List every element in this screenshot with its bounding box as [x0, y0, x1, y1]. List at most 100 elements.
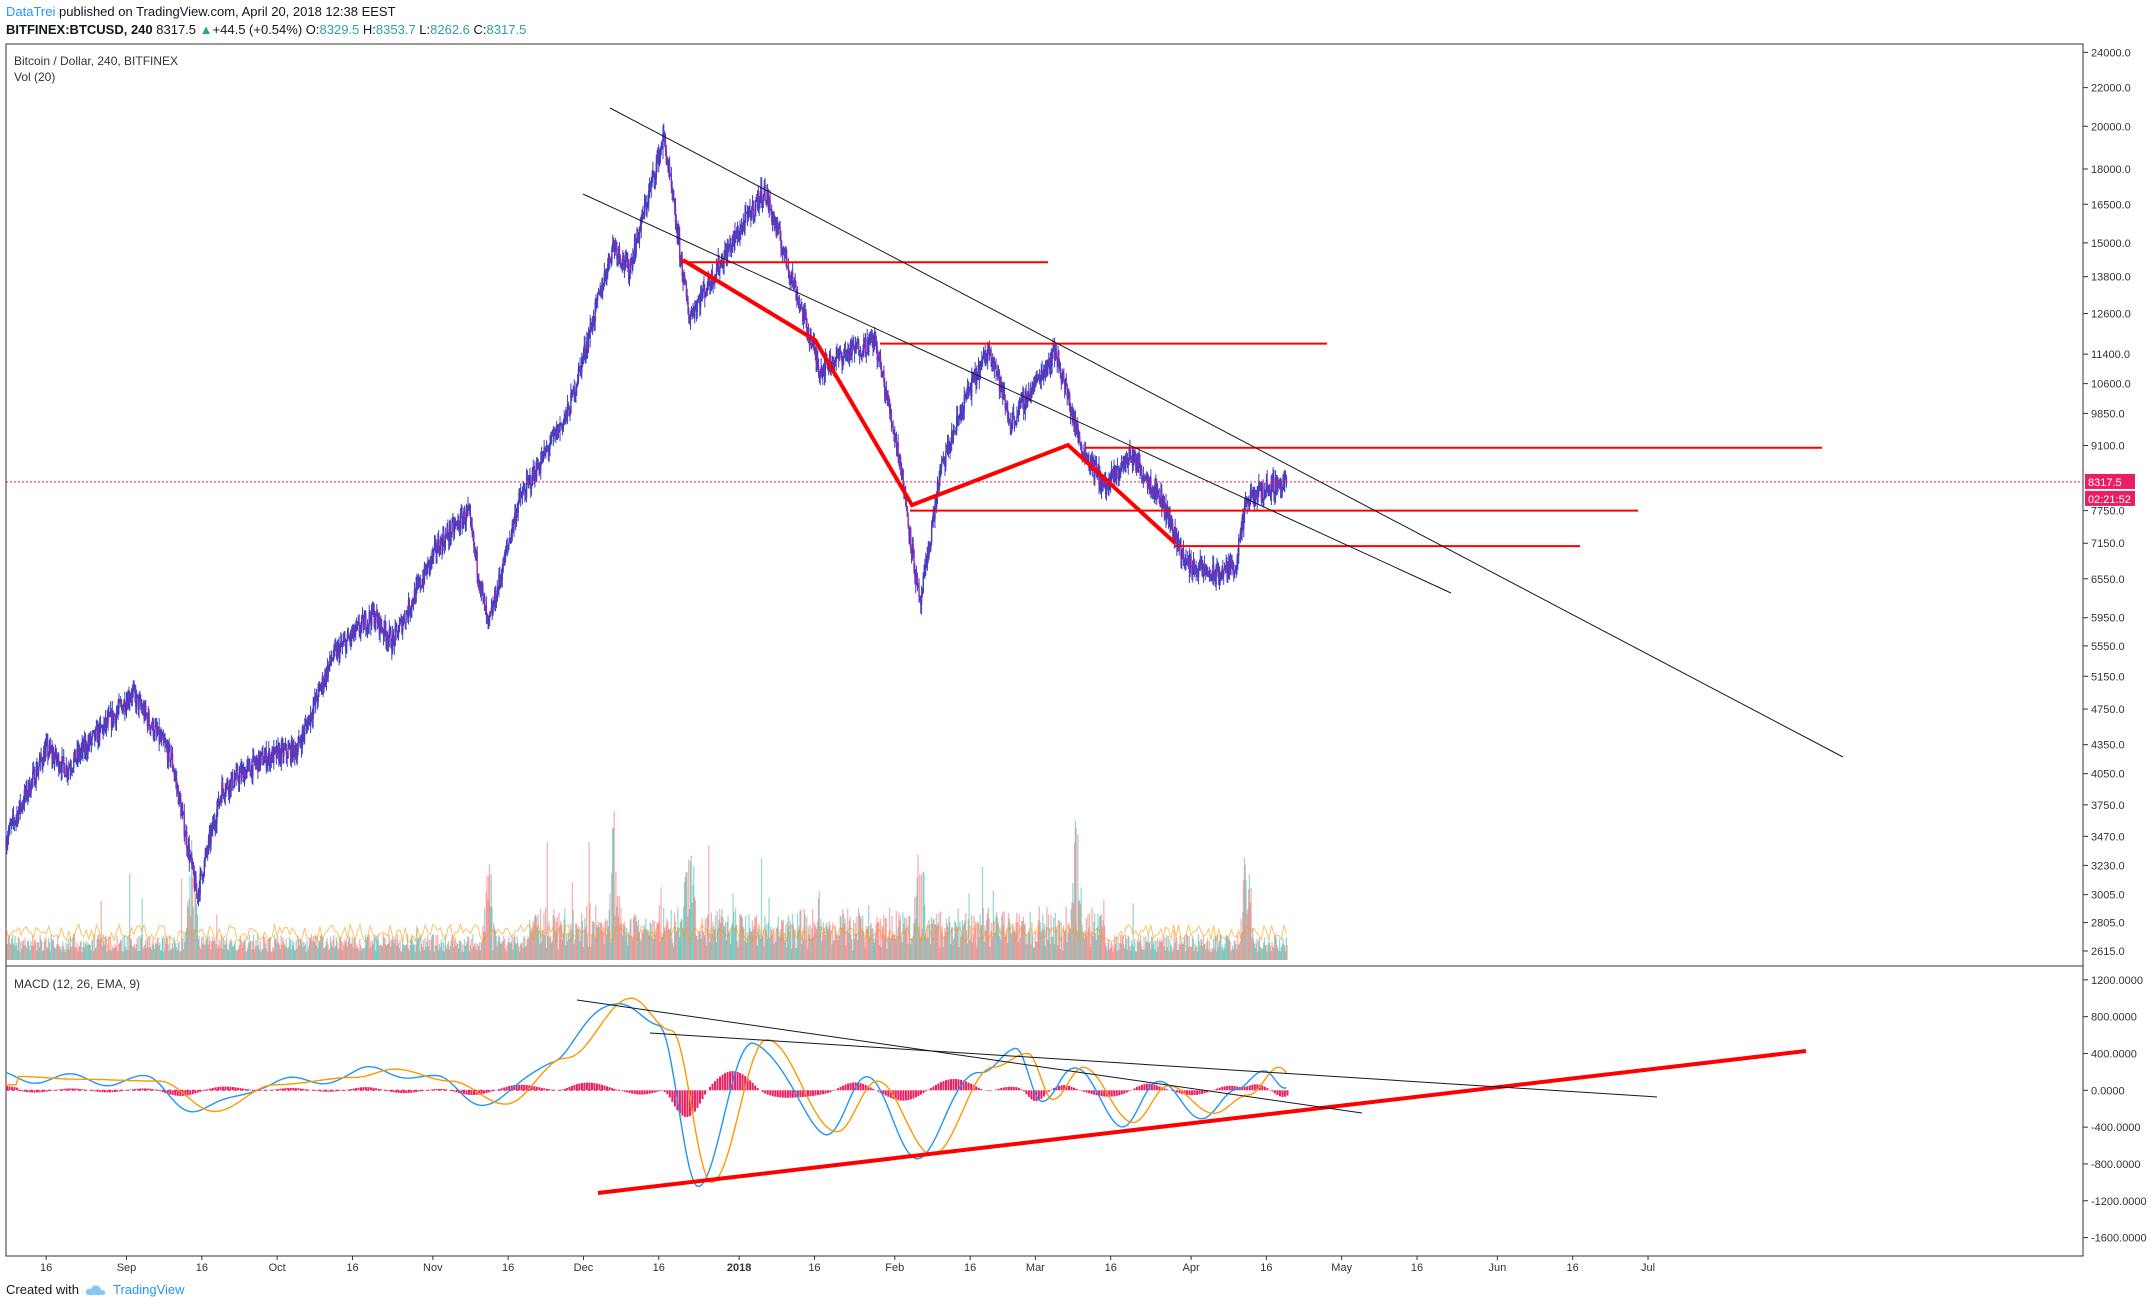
volume-bar — [707, 914, 709, 960]
volume-bar — [760, 938, 762, 960]
candle-body — [124, 699, 126, 712]
volume-bar — [300, 938, 302, 960]
volume-bar — [411, 935, 413, 960]
macd-histogram-bar — [734, 1071, 737, 1091]
volume-bar — [98, 939, 101, 960]
volume-bar — [1242, 879, 1245, 960]
volume-bar — [152, 938, 154, 960]
candle-body — [294, 751, 297, 758]
candle-body — [540, 455, 543, 462]
author-link[interactable]: DataTrei — [6, 4, 56, 19]
candle-body — [144, 705, 146, 719]
volume-bar — [709, 933, 712, 960]
volume-bar — [67, 943, 69, 960]
candle-body — [1124, 461, 1126, 472]
candle-body — [304, 723, 307, 726]
candle-body — [928, 546, 930, 556]
candle-body — [535, 479, 537, 481]
candle-body — [195, 876, 197, 892]
volume-bar — [267, 951, 269, 960]
volume-bar — [888, 936, 890, 960]
volume-bar — [940, 932, 943, 960]
candle-body — [1276, 484, 1278, 490]
candle-body — [559, 424, 561, 432]
candle-body — [132, 688, 134, 691]
candle-body — [271, 749, 273, 762]
candle-body — [564, 415, 566, 420]
volume-bar — [1137, 937, 1139, 960]
volume-bar — [839, 915, 841, 960]
volume-bar — [311, 940, 313, 960]
volume-bar — [277, 942, 280, 960]
macd-histogram-bar — [392, 1090, 395, 1093]
candle-body — [15, 817, 17, 822]
volume-bar — [664, 930, 666, 960]
chart-header: DataTrei published on TradingView.com, A… — [6, 3, 526, 39]
volume-bar — [1232, 945, 1234, 960]
candle-body — [432, 549, 435, 557]
volume-bar — [480, 942, 482, 960]
candle-body — [1179, 543, 1181, 546]
candle-body — [463, 511, 465, 520]
candle-body — [857, 340, 859, 344]
volume-bar — [454, 937, 456, 960]
volume-bar — [867, 926, 869, 960]
chart-canvas[interactable]: 24000.022000.020000.018000.016500.015000… — [0, 0, 2156, 1280]
candle-body — [424, 564, 426, 574]
candle-body — [403, 616, 406, 623]
volume-bar — [1278, 951, 1280, 960]
candle-body — [725, 249, 727, 252]
candle-body — [461, 513, 463, 528]
volume-bar — [736, 941, 738, 960]
volume-bar — [1134, 951, 1137, 960]
volume-bar — [47, 937, 50, 960]
candle-body — [875, 343, 878, 346]
macd-histogram-bar — [154, 1089, 157, 1091]
volume-bar — [1041, 929, 1043, 960]
candle-body — [782, 252, 785, 254]
volume-bar — [1136, 941, 1138, 960]
candle-body — [1273, 476, 1275, 494]
candle-body — [227, 781, 229, 789]
candle-body — [632, 256, 634, 268]
macd-histogram-bar — [832, 1090, 835, 1091]
candle-body — [109, 710, 112, 717]
volume-bar — [396, 934, 399, 960]
volume-bar — [605, 918, 607, 960]
candle-body — [59, 768, 62, 770]
volume-bar — [293, 941, 295, 960]
volume-bar — [329, 948, 331, 960]
candle-body — [228, 780, 231, 795]
volume-bar — [326, 937, 328, 960]
candle-body — [1028, 400, 1031, 402]
volume-bar — [729, 943, 732, 960]
volume-bar — [238, 944, 240, 960]
candle-body — [1240, 530, 1242, 534]
volume-bar — [180, 878, 183, 960]
volume-bar — [1208, 940, 1210, 960]
volume-bar — [40, 938, 42, 960]
volume-bar — [694, 900, 697, 960]
volume-bar — [691, 902, 693, 960]
macd-histogram-bar — [249, 1089, 252, 1091]
volume-bar — [1139, 939, 1141, 960]
volume-bar — [1275, 937, 1277, 960]
volume-bar — [570, 929, 573, 960]
volume-bar — [811, 909, 814, 960]
candle-body — [170, 758, 172, 763]
candle-body — [1048, 359, 1050, 364]
volume-bar — [1178, 943, 1180, 960]
candle-body — [308, 715, 310, 721]
volume-bar — [817, 898, 820, 960]
candle-body — [1110, 469, 1113, 481]
volume-bar — [505, 951, 507, 960]
candle-body — [856, 340, 858, 350]
candle-body — [881, 374, 883, 377]
volume-bar — [488, 876, 490, 960]
volume-bar — [942, 946, 944, 960]
macd-histogram-bar — [96, 1090, 99, 1092]
volume-bar — [660, 887, 662, 960]
volume-bar — [57, 935, 59, 960]
volume-bar — [980, 925, 982, 960]
volume-bar — [9, 942, 11, 960]
